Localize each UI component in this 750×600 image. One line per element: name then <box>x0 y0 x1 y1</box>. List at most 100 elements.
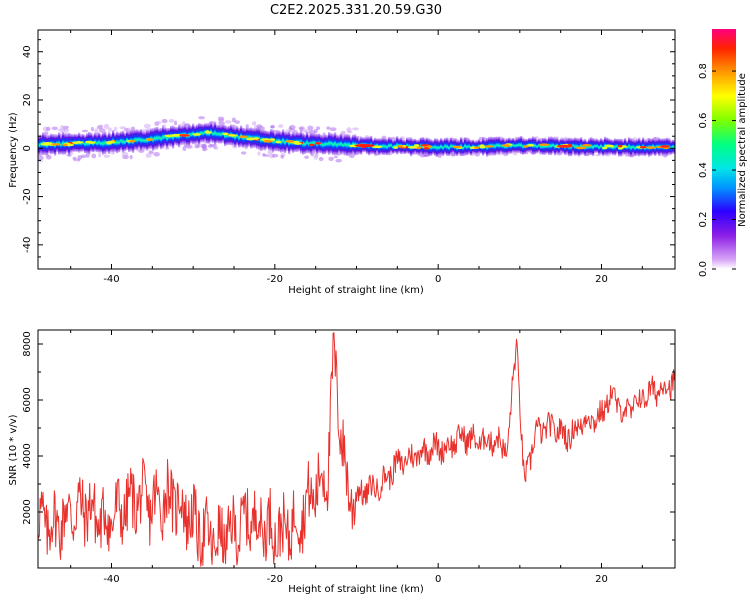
spec-halo-cell <box>161 118 168 124</box>
snr-xlabel: Height of straight line (km) <box>288 584 424 595</box>
spec-peak-cell <box>262 140 273 143</box>
spec-band-column <box>386 138 389 156</box>
spec-peak-cell <box>41 143 50 146</box>
spec-band-column <box>342 136 345 154</box>
spec-band-column <box>576 138 579 156</box>
colorbar-tick-label: 0.2 <box>698 212 709 228</box>
spec-band-column <box>284 131 287 154</box>
spec-band-column <box>630 138 633 158</box>
spec-band-column <box>202 124 205 143</box>
spec-band-column <box>550 136 553 156</box>
snr-panel: -40 -20 0 20 2000 4000 6000 8000 Height of stra… <box>8 329 676 595</box>
spec-halo-cell <box>271 153 279 158</box>
spec-halo-cell <box>153 152 160 157</box>
spec-band-column <box>448 139 451 157</box>
spec-band-column <box>522 138 525 155</box>
spec-band-column <box>586 140 589 155</box>
snr-series-line <box>38 332 675 567</box>
colorbar-tick-label: 0.0 <box>698 261 709 277</box>
spec-halo-cell <box>318 156 324 162</box>
spec-band-column <box>344 134 347 155</box>
spec-band-column <box>330 133 333 154</box>
spec-peak-cell <box>285 139 295 143</box>
spec-halo-cell <box>335 158 342 163</box>
spec-band-column <box>628 137 631 156</box>
spec-halo-cell <box>263 154 270 157</box>
spec-band-column <box>534 137 537 155</box>
spec-halo-cell <box>98 128 106 133</box>
spec-halo-cell <box>256 124 263 129</box>
spec-halo-cell <box>207 144 214 148</box>
spec-halo-cell <box>198 116 206 120</box>
spec-band-column <box>282 129 285 153</box>
spec-peak-cell <box>270 138 276 141</box>
spec-band-column <box>500 138 503 153</box>
spec-band-column <box>598 139 601 156</box>
spec-halo-cell <box>98 124 104 129</box>
spec-band-column <box>632 139 635 155</box>
spec-band-column <box>652 138 655 155</box>
spec-halo-cell <box>51 126 58 131</box>
snr-ytick-label: 4000 <box>22 443 33 468</box>
spec-peak-cell <box>413 144 420 147</box>
spec-halo-cell <box>289 124 296 130</box>
colorbar: 0.0 0.2 0.4 0.6 0.8 Normalized spectral ampl… <box>698 29 748 277</box>
spec-band-column <box>436 138 439 158</box>
spec-band-column <box>596 139 599 153</box>
spec-peak-cell <box>129 139 136 143</box>
spec-halo-cell <box>333 155 338 159</box>
spec-halo-cell <box>213 146 219 150</box>
spec-peak-cell <box>397 144 404 148</box>
spec-band-column <box>388 136 391 155</box>
spec-peak-cell <box>427 145 432 148</box>
spec-band-column <box>332 133 335 156</box>
spec-band-column <box>98 132 101 153</box>
spec-halo-cell <box>304 155 310 160</box>
colorbar-tick-label: 0.4 <box>698 162 709 178</box>
spec-halo-cell <box>97 152 102 158</box>
spec-peak-cell <box>87 141 96 144</box>
spec-band-column <box>322 135 325 155</box>
spec-halo-cell <box>316 126 321 131</box>
spec-halo-cell <box>173 120 178 126</box>
spec-halo-cell <box>113 126 118 132</box>
spec-band-column <box>442 139 445 156</box>
colorbar-tick-label: 0.6 <box>698 113 709 129</box>
spec-halo-cell <box>326 126 331 130</box>
spec-halo-cell <box>121 151 129 158</box>
spec-band-column <box>200 123 203 143</box>
spec-band-column <box>114 133 117 152</box>
spec-band-column <box>86 133 89 154</box>
spec-band-column <box>116 131 119 154</box>
spec-halo-cell <box>307 125 314 131</box>
spec-band-column <box>580 137 583 155</box>
spec-halo-cell <box>81 129 89 133</box>
spec-band-column <box>118 132 121 153</box>
spec-halo-cell <box>63 127 68 131</box>
spec-band-column <box>154 127 157 150</box>
spec-band-column <box>540 139 543 154</box>
snr-ylabel: SNR (10 * v/v) <box>8 414 19 485</box>
spec-band-column <box>166 128 169 149</box>
spec-band-column <box>392 140 395 154</box>
spec-halo-cell <box>38 159 43 163</box>
spec-xtick-label: 0 <box>435 274 441 285</box>
spec-halo-cell <box>194 143 199 149</box>
spec-band-column <box>512 137 515 153</box>
colorbar-tick-label: 0.8 <box>698 63 709 79</box>
spec-band-column <box>590 137 593 156</box>
spec-peak-cell <box>582 144 592 147</box>
spec-peak-cell <box>523 145 529 148</box>
spec-halo-cell <box>201 143 207 149</box>
spec-band-column <box>384 137 387 155</box>
spec-halo-cell <box>45 154 52 160</box>
spec-peak-cell <box>608 144 615 148</box>
spec-band-column <box>340 133 343 155</box>
spec-band-column <box>572 138 575 153</box>
spec-halo-cell <box>340 130 346 135</box>
spec-band-column <box>124 132 127 152</box>
spec-band-column <box>162 125 165 149</box>
spec-peak-cell <box>618 147 624 150</box>
colorbar-ticks: 0.0 0.2 0.4 0.6 0.8 <box>698 63 736 277</box>
spec-halo-cell <box>143 123 151 129</box>
